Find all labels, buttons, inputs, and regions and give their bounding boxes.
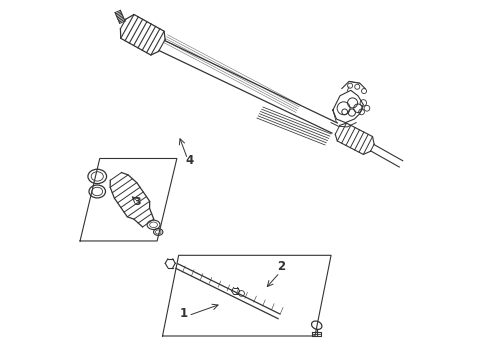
Text: 3: 3 xyxy=(134,197,141,207)
Text: 4: 4 xyxy=(185,154,194,167)
Text: 1: 1 xyxy=(179,307,187,320)
Text: 2: 2 xyxy=(277,260,286,273)
